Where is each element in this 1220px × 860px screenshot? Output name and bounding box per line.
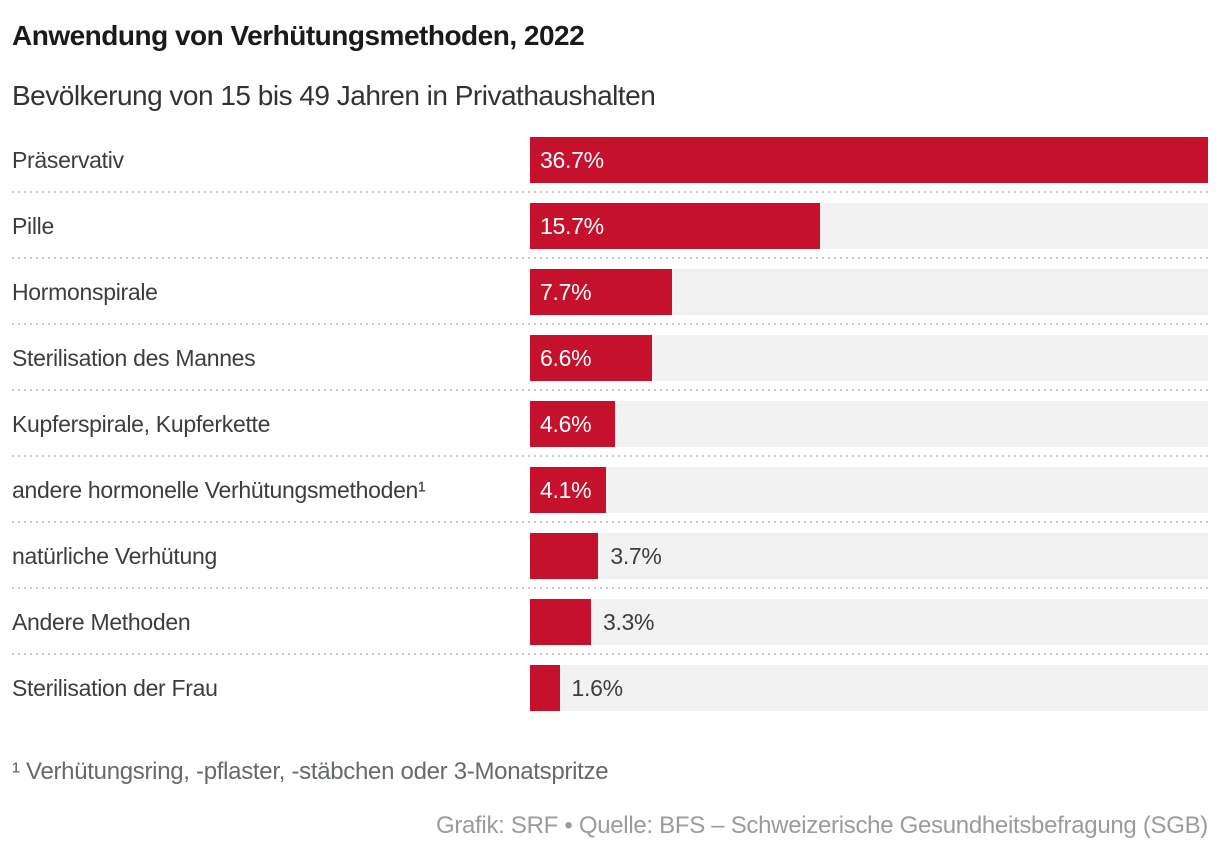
source-credit: Grafik: SRF • Quelle: BFS – Schweizerisc… xyxy=(435,812,1208,839)
value-label: 3.7% xyxy=(610,542,662,569)
footnote: ¹ Verhütungsring, -pflaster, -stäbchen o… xyxy=(12,758,609,785)
bar-track: 6.6% xyxy=(530,335,1208,381)
category-label: Kupferspirale, Kupferkette xyxy=(12,410,271,437)
bar-track: 36.7% xyxy=(530,137,1208,183)
bar-track: 7.7% xyxy=(530,269,1208,315)
bar: 15.7% xyxy=(530,203,821,249)
bar-track: 3.7% xyxy=(530,533,1208,579)
value-label: 4.6% xyxy=(540,410,592,437)
bar: 36.7% xyxy=(530,137,1208,183)
value-label: 3.3% xyxy=(602,608,655,635)
chart-row: andere hormonelle Verhütungsmethoden¹ 4.1… xyxy=(12,457,1208,523)
chart-row: Pille 15.7% xyxy=(12,193,1208,259)
value-label: 1.6% xyxy=(571,674,624,701)
bar-track: 15.7% xyxy=(530,203,1208,249)
value-label: 4.1% xyxy=(540,476,592,503)
category-label: andere hormonelle Verhütungsmethoden¹ xyxy=(12,476,426,503)
category-label: Hormonspirale xyxy=(12,278,158,305)
bar xyxy=(530,533,599,579)
bar-track: 1.6% xyxy=(530,665,1208,711)
value-label: 36.7% xyxy=(540,146,604,173)
value-label: 6.6% xyxy=(540,344,592,371)
chart-subtitle: Bevölkerung von 15 bis 49 Jahren in Priv… xyxy=(12,80,656,111)
bar: 6.6% xyxy=(530,335,652,381)
bar-chart: Präservativ 36.7% Pille 15.7% Hormonspirale 7… xyxy=(12,127,1208,721)
bar: 4.1% xyxy=(530,467,606,513)
bar-track: 4.1% xyxy=(530,467,1208,513)
category-label: Pille xyxy=(12,212,54,239)
chart-row: Hormonspirale 7.7% xyxy=(12,259,1208,325)
category-label: Sterilisation der Frau xyxy=(12,674,218,701)
value-label: 15.7% xyxy=(540,212,604,239)
bar: 7.7% xyxy=(530,269,673,315)
chart-row: Sterilisation der Frau 1.6% xyxy=(12,655,1208,721)
chart-row: Sterilisation des Mannes 6.6% xyxy=(12,325,1208,391)
chart-row: Präservativ 36.7% xyxy=(12,127,1208,193)
value-label: 7.7% xyxy=(540,278,592,305)
bar: 4.6% xyxy=(530,401,615,447)
bar-track: 3.3% xyxy=(530,599,1208,645)
bar xyxy=(530,665,560,711)
chart-row: Kupferspirale, Kupferkette 4.6% xyxy=(12,391,1208,457)
category-label: natürliche Verhütung xyxy=(12,542,217,569)
bar-track: 4.6% xyxy=(530,401,1208,447)
chart-row: natürliche Verhütung 3.7% xyxy=(12,523,1208,589)
chart-title: Anwendung von Verhütungsmethoden, 2022 xyxy=(12,20,585,51)
chart-row: Andere Methoden 3.3% xyxy=(12,589,1208,655)
bar xyxy=(530,599,591,645)
category-label: Präservativ xyxy=(12,146,124,173)
category-label: Sterilisation des Mannes xyxy=(12,344,256,371)
category-label: Andere Methoden xyxy=(12,608,191,635)
